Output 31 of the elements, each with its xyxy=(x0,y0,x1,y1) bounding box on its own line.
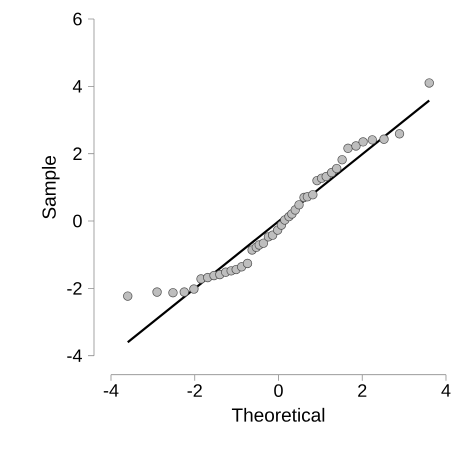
y-tick-label: 6 xyxy=(73,12,82,26)
x-axis-title: Theoretical xyxy=(232,408,324,422)
y-tick-label: 0 xyxy=(73,214,82,228)
point xyxy=(394,129,404,138)
point xyxy=(424,78,434,88)
point xyxy=(337,155,347,164)
point xyxy=(358,137,368,147)
point xyxy=(168,288,178,298)
point xyxy=(152,287,162,297)
x-tick-label: -2 xyxy=(188,384,202,397)
y-tick-label: 2 xyxy=(73,147,82,160)
point xyxy=(189,284,199,294)
point xyxy=(332,164,342,174)
y-tick-label: -2 xyxy=(67,282,82,295)
point xyxy=(242,258,252,268)
x-tick-label: 4 xyxy=(441,384,450,397)
point xyxy=(308,190,318,200)
point xyxy=(258,238,268,248)
x-tick-label: 0 xyxy=(274,384,283,397)
y-axis-title: Sample xyxy=(42,156,60,219)
x-tick-label: -4 xyxy=(104,384,118,397)
point xyxy=(294,200,304,210)
point xyxy=(368,135,377,145)
point xyxy=(379,134,389,144)
point xyxy=(180,287,189,297)
point xyxy=(343,144,353,153)
x-tick-label: 2 xyxy=(358,384,366,397)
point xyxy=(123,291,132,301)
y-tick-label: 4 xyxy=(72,80,82,93)
y-tick-label: -4 xyxy=(67,350,82,362)
point xyxy=(351,141,361,151)
